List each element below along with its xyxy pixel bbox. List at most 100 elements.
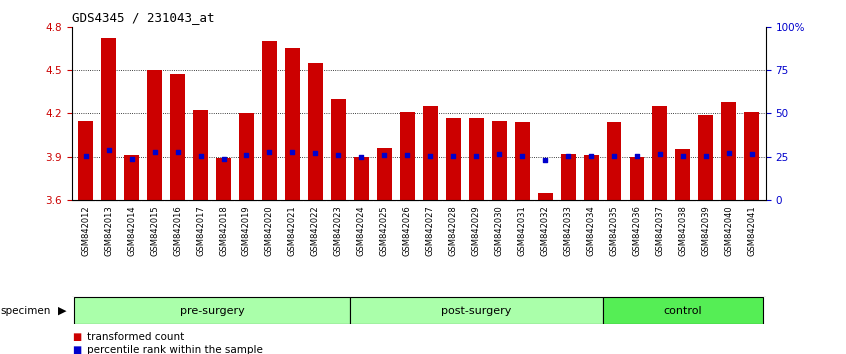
Text: GSM842028: GSM842028 bbox=[448, 205, 458, 256]
Bar bbox=[308, 63, 323, 200]
Bar bbox=[538, 193, 552, 200]
Text: GSM842023: GSM842023 bbox=[334, 205, 343, 256]
Bar bbox=[423, 106, 437, 200]
Text: GSM842037: GSM842037 bbox=[656, 205, 664, 256]
Point bbox=[492, 152, 506, 157]
Bar bbox=[376, 148, 392, 200]
Point bbox=[309, 150, 322, 156]
Point bbox=[607, 153, 621, 159]
Text: GSM842024: GSM842024 bbox=[357, 205, 365, 256]
Text: GSM842040: GSM842040 bbox=[724, 205, 733, 256]
Text: GSM842013: GSM842013 bbox=[104, 205, 113, 256]
Bar bbox=[74, 297, 350, 324]
Text: GSM842021: GSM842021 bbox=[288, 205, 297, 256]
Text: control: control bbox=[663, 306, 702, 316]
Point bbox=[470, 153, 483, 159]
Point bbox=[102, 147, 115, 153]
Point bbox=[125, 156, 139, 162]
Text: GSM842038: GSM842038 bbox=[678, 205, 688, 256]
Point bbox=[424, 153, 437, 159]
Text: ■: ■ bbox=[72, 345, 81, 354]
Bar bbox=[675, 149, 690, 200]
Point bbox=[79, 153, 92, 159]
Text: transformed count: transformed count bbox=[87, 332, 184, 342]
Point bbox=[722, 150, 736, 156]
Bar bbox=[584, 155, 598, 200]
Bar bbox=[400, 112, 415, 200]
Bar bbox=[216, 158, 231, 200]
Point bbox=[538, 158, 552, 163]
Text: GSM842022: GSM842022 bbox=[310, 205, 320, 256]
Point bbox=[148, 149, 162, 154]
Text: ■: ■ bbox=[72, 332, 81, 342]
Text: GSM842019: GSM842019 bbox=[242, 205, 251, 256]
Point bbox=[699, 153, 712, 159]
Text: GSM842014: GSM842014 bbox=[127, 205, 136, 256]
Bar bbox=[331, 99, 346, 200]
Text: GSM842016: GSM842016 bbox=[173, 205, 182, 256]
Text: GSM842020: GSM842020 bbox=[265, 205, 274, 256]
Bar bbox=[607, 122, 622, 200]
Bar bbox=[629, 156, 645, 200]
Text: GSM842035: GSM842035 bbox=[609, 205, 618, 256]
Bar bbox=[699, 115, 713, 200]
Text: GSM842026: GSM842026 bbox=[403, 205, 412, 256]
Text: GSM842032: GSM842032 bbox=[541, 205, 550, 256]
Bar bbox=[124, 155, 139, 200]
Bar bbox=[744, 112, 760, 200]
Bar bbox=[354, 156, 369, 200]
Bar bbox=[78, 120, 93, 200]
Point bbox=[630, 153, 644, 159]
Text: GSM842027: GSM842027 bbox=[426, 205, 435, 256]
Text: GDS4345 / 231043_at: GDS4345 / 231043_at bbox=[72, 11, 214, 24]
Point bbox=[400, 152, 414, 158]
Point bbox=[561, 153, 574, 159]
Point bbox=[332, 152, 345, 158]
Point bbox=[676, 153, 689, 159]
Text: GSM842041: GSM842041 bbox=[747, 205, 756, 256]
Point bbox=[263, 149, 277, 154]
Text: GSM842034: GSM842034 bbox=[586, 205, 596, 256]
Bar bbox=[262, 41, 277, 200]
Bar bbox=[350, 297, 602, 324]
Text: GSM842033: GSM842033 bbox=[563, 205, 573, 256]
Text: GSM842030: GSM842030 bbox=[495, 205, 503, 256]
Text: GSM842017: GSM842017 bbox=[196, 205, 205, 256]
Bar bbox=[285, 48, 299, 200]
Text: post-surgery: post-surgery bbox=[441, 306, 511, 316]
Bar bbox=[446, 118, 461, 200]
Point bbox=[447, 153, 460, 159]
Bar bbox=[469, 118, 484, 200]
Point bbox=[354, 154, 368, 159]
Bar bbox=[102, 38, 116, 200]
Text: specimen: specimen bbox=[1, 306, 52, 316]
Point bbox=[194, 153, 207, 159]
Bar bbox=[652, 106, 667, 200]
Text: GSM842039: GSM842039 bbox=[701, 205, 711, 256]
Text: GSM842012: GSM842012 bbox=[81, 205, 91, 256]
Bar bbox=[147, 70, 162, 200]
Point bbox=[239, 152, 253, 158]
Point bbox=[515, 153, 529, 159]
Bar bbox=[602, 297, 763, 324]
Point bbox=[585, 153, 598, 159]
Bar bbox=[722, 102, 736, 200]
Point bbox=[217, 156, 230, 162]
Bar bbox=[170, 74, 185, 200]
Text: GSM842018: GSM842018 bbox=[219, 205, 228, 256]
Text: GSM842036: GSM842036 bbox=[633, 205, 641, 256]
Text: pre-surgery: pre-surgery bbox=[179, 306, 244, 316]
Text: GSM842031: GSM842031 bbox=[518, 205, 527, 256]
Point bbox=[286, 149, 299, 154]
Text: GSM842029: GSM842029 bbox=[472, 205, 481, 256]
Bar bbox=[492, 120, 507, 200]
Point bbox=[377, 152, 391, 158]
Bar bbox=[561, 154, 575, 200]
Bar bbox=[193, 110, 208, 200]
Text: ▶: ▶ bbox=[58, 306, 66, 316]
Text: percentile rank within the sample: percentile rank within the sample bbox=[87, 345, 263, 354]
Bar bbox=[239, 113, 254, 200]
Text: GSM842015: GSM842015 bbox=[150, 205, 159, 256]
Point bbox=[171, 149, 184, 154]
Bar bbox=[514, 122, 530, 200]
